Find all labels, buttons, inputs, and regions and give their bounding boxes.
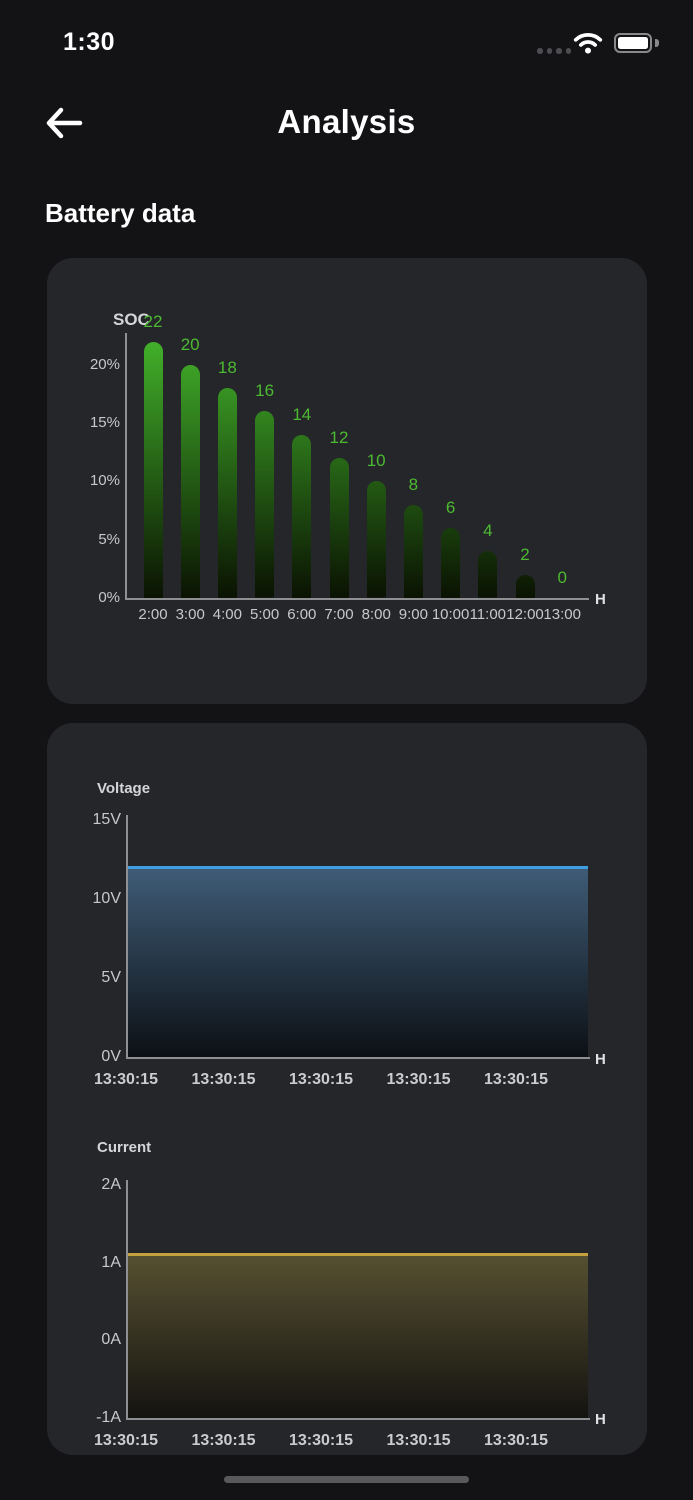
wifi-icon [573,33,603,54]
soc-bar [329,458,349,598]
soc-bar-value-label: 2 [520,544,530,564]
status-time: 1:30 [63,28,116,56]
soc-x-tick-label: 7:00 [324,606,354,623]
soc-bar [441,528,461,598]
soc-bar-value-label: 16 [255,381,275,401]
current-x-tick-label: 13:30:15 [483,1432,549,1449]
soc-bar-value-label: 18 [217,358,237,378]
voltage-x-tick-label: 13:30:15 [386,1071,451,1088]
soc-y-axis [125,333,127,598]
current-x-axis-unit: H [595,1411,606,1428]
current-y-tick-label: 0A [101,1331,121,1349]
voltage-y-tick-label: 5V [101,969,121,986]
soc-x-tick-label: 13:00 [543,606,581,623]
page-title: Analysis [277,103,416,140]
voltage-y-tick-label: 10V [92,890,121,907]
soc-y-tick-label: 5% [98,530,120,548]
soc-card: SOC 22 2:00 20 3:00 18 4:00 16 5:00 14 6:00 12 7:00… [47,258,647,704]
soc-bar-value-label: 6 [445,498,456,518]
soc-bar [366,481,386,598]
soc-bar-value-label: 12 [329,428,349,448]
soc-y-tick-label: 20% [89,355,120,373]
back-button[interactable] [36,100,92,148]
voltage-y-axis [126,815,128,1057]
current-chart-plot: 2A 1A 0A -1A 13:30:15 13:30:15 13:30:15 13:30:1… [94,1176,590,1449]
voltage-current-card: Voltage 15V 10V 5V 0V 13:30:15 13:30:15 13:30:… [47,723,647,1455]
current-y-tick-label: 1A [101,1253,121,1271]
soc-bar [143,341,163,598]
voltage-area-fill [128,867,588,1057]
soc-bar [255,411,275,598]
current-y-tick-label: -1A [96,1409,121,1426]
soc-x-tick-label: 4:00 [212,606,242,623]
voltage-x-axis [126,1057,590,1059]
voltage-x-tick-label: 13:30:15 [483,1071,549,1088]
soc-y-tick-label: 0% [98,589,120,606]
back-arrow-icon [46,107,83,138]
soc-x-tick-label: 12:00 [506,606,544,623]
soc-y-tick-label: 10% [89,472,120,490]
soc-bar-value-label: 22 [143,311,163,331]
current-line [128,1253,588,1257]
soc-x-axis [125,598,589,600]
current-x-tick-label: 13:30:15 [288,1432,354,1449]
current-x-tick-label: 13:30:15 [191,1432,256,1449]
current-y-tick-label: 2A [101,1176,121,1193]
soc-bar [478,551,498,598]
soc-chart-plot: 22 2:00 20 3:00 18 4:00 16 5:00 14 6:00 12 7:00 10 8:… [90,312,589,623]
soc-x-tick-label: 3:00 [175,606,205,623]
soc-x-tick-label: 5:00 [249,606,280,623]
soc-bar-value-label: 14 [292,404,312,424]
soc-x-tick-label: 6:00 [287,606,317,623]
section-title: Battery data [45,198,196,228]
soc-bar [515,574,535,598]
soc-chart-title: SOC [113,310,150,329]
battery-icon [614,33,652,53]
voltage-chart-plot: 15V 10V 5V 0V 13:30:15 13:30:15 13:30:15 13:30:… [93,811,590,1088]
voltage-chart-title: Voltage [97,780,151,797]
current-x-axis [126,1418,590,1420]
soc-x-tick-label: 11:00 [469,606,507,623]
current-area-fill [128,1254,588,1418]
soc-x-axis-unit: H [595,591,606,608]
battery-fill [618,37,648,49]
soc-x-tick-label: 10:00 [431,606,470,623]
soc-bar-value-label: 10 [366,451,386,471]
current-chart-title: Current [97,1139,152,1156]
battery-nub [655,39,659,47]
current-x-tick-label: 13:30:15 [386,1432,451,1449]
voltage-x-tick-label: 13:30:15 [93,1071,159,1088]
current-y-axis [126,1180,128,1418]
soc-y-tick-label: 15% [89,414,120,432]
soc-x-tick-label: 8:00 [361,606,391,623]
soc-bar [180,364,200,598]
soc-bar-value-label: 8 [408,474,419,494]
voltage-x-axis-unit: H [595,1051,606,1068]
soc-bar [217,388,237,598]
voltage-y-tick-label: 15V [92,811,121,828]
soc-bar-value-label: 20 [180,334,200,354]
soc-x-tick-label: 9:00 [398,606,428,623]
current-x-tick-label: 13:30:15 [93,1432,159,1449]
voltage-y-tick-label: 0V [101,1048,121,1065]
soc-bar-value-label: 4 [483,521,493,541]
soc-bar [292,434,312,598]
voltage-line [128,865,588,869]
voltage-x-tick-label: 13:30:15 [288,1071,354,1088]
home-indicator[interactable] [224,1476,469,1483]
voltage-x-tick-label: 13:30:15 [191,1071,256,1088]
cellular-signal-icon [537,48,571,54]
soc-x-tick-label: 2:00 [138,606,168,623]
soc-bar [403,504,423,598]
soc-bar-value-label: 0 [557,568,567,587]
